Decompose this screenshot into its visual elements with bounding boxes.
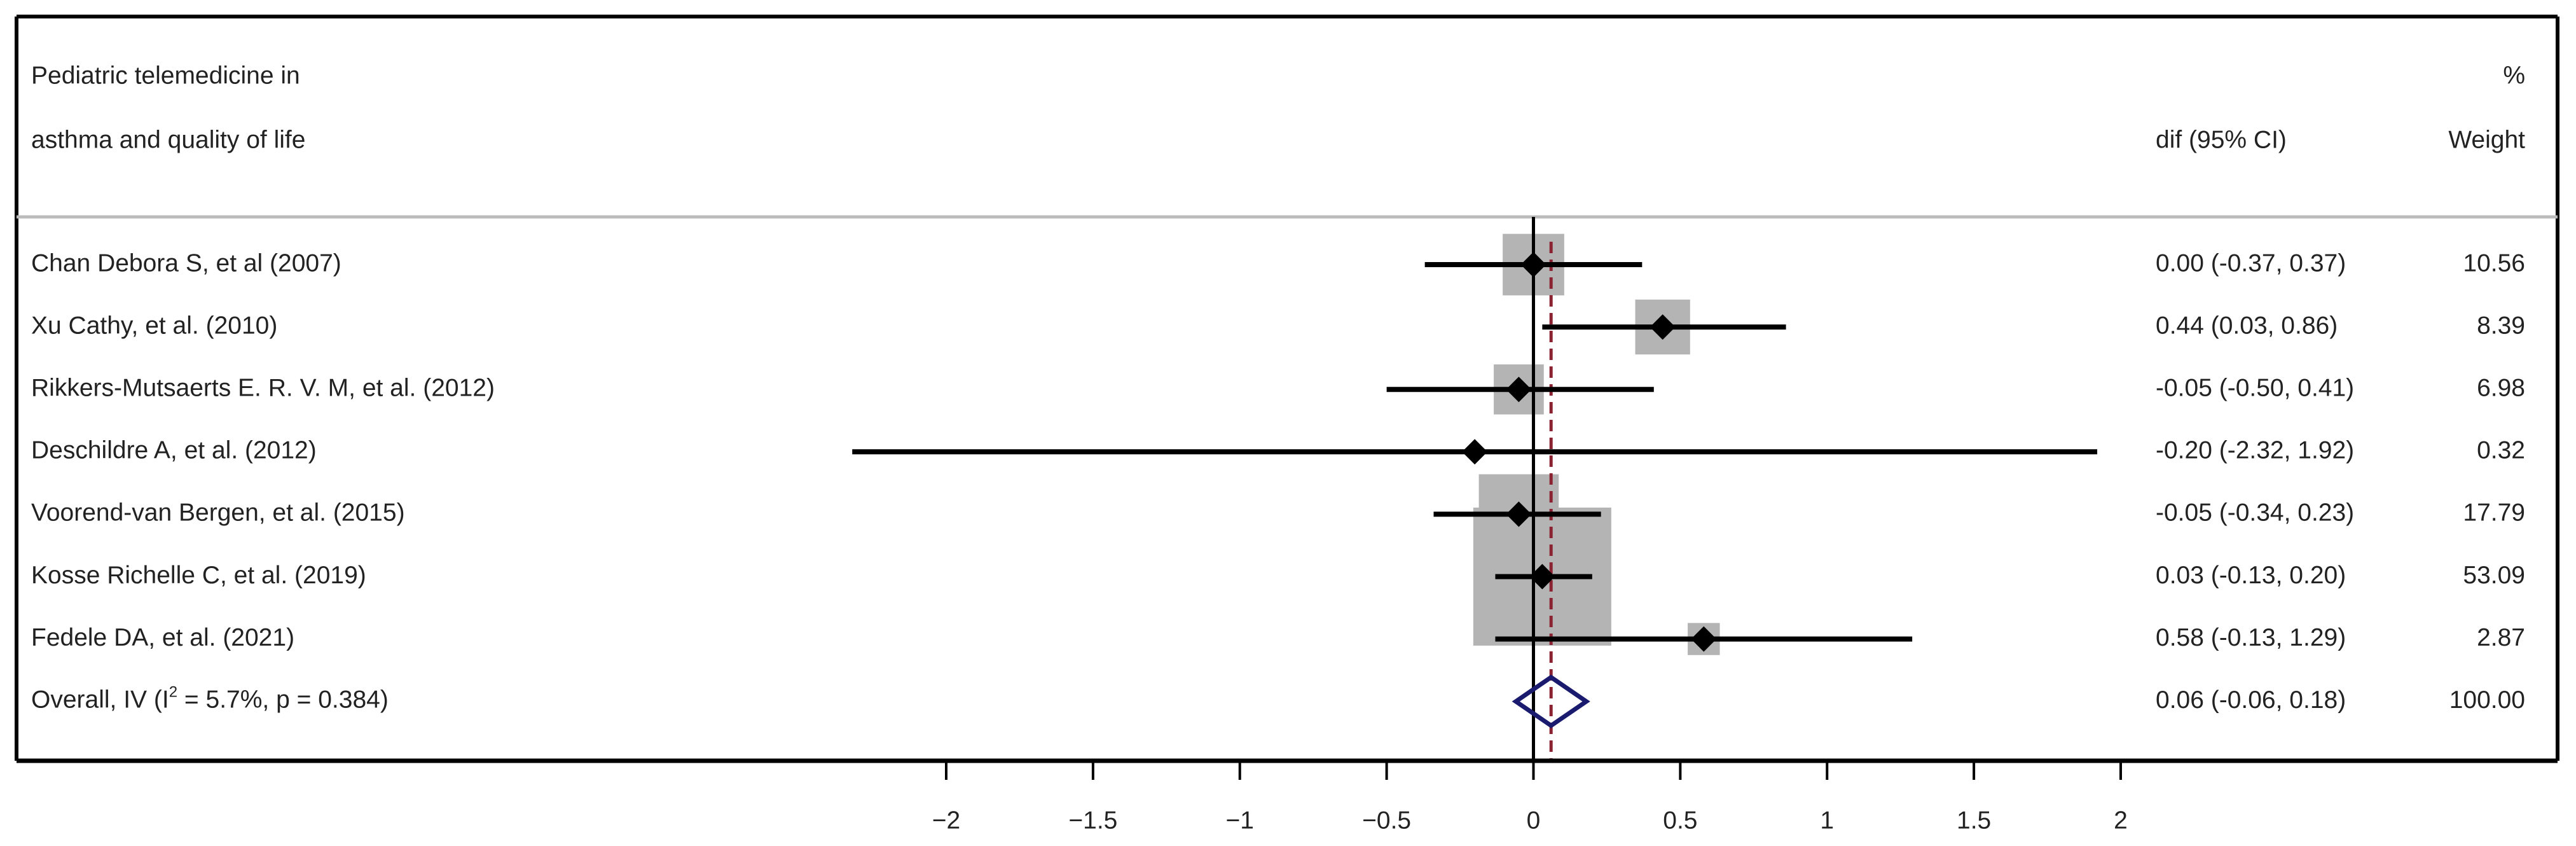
weight-label: 17.79 bbox=[2463, 499, 2525, 527]
x-tick-label: 0 bbox=[1527, 807, 1541, 834]
study-label: Xu Cathy, et al. (2010) bbox=[31, 312, 277, 339]
effect-point bbox=[1506, 501, 1532, 527]
ci-label: -0.05 (-0.34, 0.23) bbox=[2156, 499, 2354, 527]
overall-weight-label: 100.00 bbox=[2449, 686, 2525, 714]
header-title: Pediatric telemedicine in bbox=[31, 62, 300, 89]
study-label: Kosse Richelle C, et al. (2019) bbox=[31, 562, 366, 589]
x-tick-label: 2 bbox=[2114, 807, 2128, 834]
weight-header: % bbox=[2503, 62, 2525, 89]
overall-ci-label: 0.06 (-0.06, 0.18) bbox=[2156, 686, 2346, 714]
header-title: asthma and quality of life bbox=[31, 126, 305, 153]
effect-header: dif (95% CI) bbox=[2156, 126, 2287, 153]
overall-label-part: = 5.7%, p = 0.384) bbox=[177, 686, 389, 714]
weight-label: 53.09 bbox=[2463, 562, 2525, 589]
weight-header: Weight bbox=[2448, 126, 2525, 153]
ci-label: -0.20 (-2.32, 1.92) bbox=[2156, 437, 2354, 464]
study-label: Deschildre A, et al. (2012) bbox=[31, 437, 317, 464]
effect-point bbox=[1506, 377, 1532, 403]
effect-point bbox=[1462, 439, 1488, 465]
ci-label: 0.44 (0.03, 0.86) bbox=[2156, 312, 2338, 339]
overall-label-part: 2 bbox=[169, 684, 177, 701]
weight-label: 6.98 bbox=[2477, 374, 2525, 401]
effect-point bbox=[1650, 314, 1676, 340]
study-label: Rikkers-Mutsaerts E. R. V. M, et al. (20… bbox=[31, 374, 495, 401]
x-tick-label: −1.5 bbox=[1068, 807, 1117, 834]
effect-point bbox=[1529, 564, 1555, 590]
x-tick-label: −2 bbox=[932, 807, 960, 834]
ci-label: 0.58 (-0.13, 1.29) bbox=[2156, 624, 2346, 651]
ci-label: 0.00 (-0.37, 0.37) bbox=[2156, 249, 2346, 277]
weight-label: 10.56 bbox=[2463, 249, 2525, 277]
overall-diamond bbox=[1512, 674, 1590, 728]
x-tick-label: −1 bbox=[1226, 807, 1254, 834]
weight-label: 2.87 bbox=[2477, 624, 2525, 651]
study-label: Fedele DA, et al. (2021) bbox=[31, 624, 294, 651]
effect-point bbox=[1520, 252, 1546, 277]
weight-label: 8.39 bbox=[2477, 312, 2525, 339]
study-label: Voorend-van Bergen, et al. (2015) bbox=[31, 499, 405, 527]
ci-label: -0.05 (-0.50, 0.41) bbox=[2156, 374, 2354, 401]
weight-label: 0.32 bbox=[2477, 437, 2525, 464]
study-label: Chan Debora S, et al (2007) bbox=[31, 249, 341, 277]
x-tick-label: 1.5 bbox=[1957, 807, 1991, 834]
effect-point bbox=[1691, 626, 1717, 652]
ci-label: 0.03 (-0.13, 0.20) bbox=[2156, 562, 2346, 589]
x-tick-label: 0.5 bbox=[1663, 807, 1697, 834]
overall-label: Overall, IV (I2 = 5.7%, p = 0.384) bbox=[31, 684, 389, 714]
x-tick-label: 1 bbox=[1820, 807, 1834, 834]
x-tick-label: −0.5 bbox=[1362, 807, 1411, 834]
overall-label-part: Overall, IV (I bbox=[31, 686, 169, 714]
